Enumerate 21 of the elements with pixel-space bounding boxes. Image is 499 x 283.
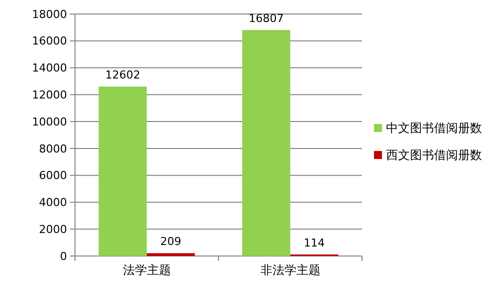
y-tick-label: 0 (60, 250, 67, 263)
y-tick-label: 18000 (32, 8, 67, 21)
y-tick-label: 4000 (39, 196, 67, 210)
y-tick-label: 6000 (39, 169, 67, 182)
bar (242, 30, 290, 256)
data-label: 12602 (105, 68, 140, 82)
y-tick-label: 12000 (32, 88, 67, 102)
y-tick-label: 8000 (39, 142, 67, 156)
data-label: 209 (160, 235, 182, 248)
legend-label: 西文图书借阅册数 (386, 148, 482, 162)
y-tick-label: 16000 (32, 34, 67, 48)
x-tick-label: 法学主题 (122, 263, 171, 277)
data-label: 114 (304, 236, 325, 250)
y-tick-label: 10000 (32, 115, 67, 128)
bar (146, 253, 195, 256)
y-tick-label: 2000 (39, 222, 67, 236)
bar (98, 86, 147, 256)
y-tick-label: 14000 (32, 62, 67, 75)
x-tick-label: 非法学主题 (260, 263, 320, 277)
data-label: 16807 (248, 12, 284, 26)
legend-label: 中文图书借阅册数 (386, 121, 482, 136)
